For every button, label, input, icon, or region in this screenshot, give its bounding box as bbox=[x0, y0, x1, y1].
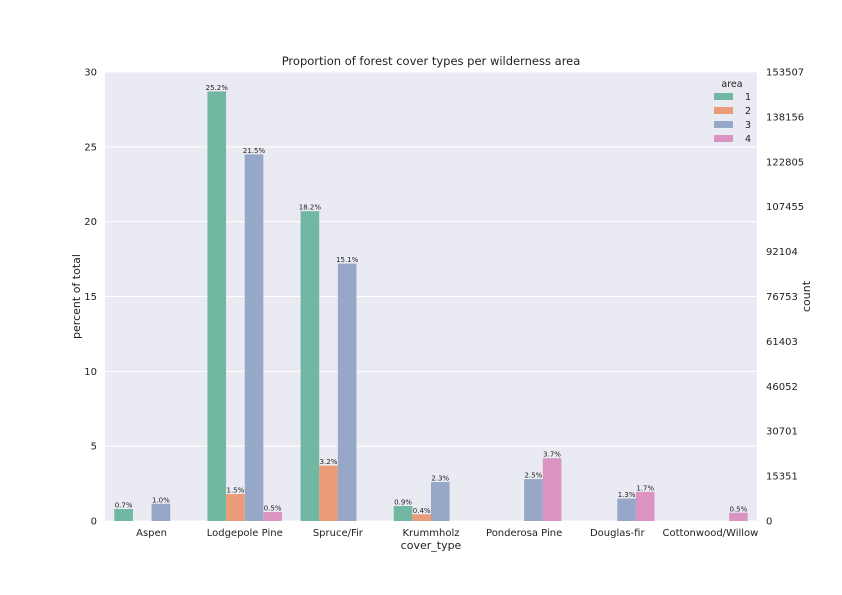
bar bbox=[542, 458, 562, 521]
y2-axis-title: count bbox=[800, 280, 813, 312]
x-tick-labels: Aspen Lodgepole Pine Spruce/Fir Krummholz Po… bbox=[136, 528, 758, 539]
bars bbox=[114, 91, 748, 522]
bar-value-label: 1.7% bbox=[636, 484, 654, 492]
y2-tick-label: 138156 bbox=[766, 112, 804, 123]
bar-value-label: 0.5% bbox=[729, 505, 747, 513]
x-tick-label: Ponderosa Pine bbox=[486, 528, 562, 539]
y2-tick-label: 46052 bbox=[766, 382, 798, 393]
bar-value-label: 1.3% bbox=[618, 491, 636, 499]
bar bbox=[300, 211, 320, 521]
legend: area 1 2 3 4 bbox=[714, 79, 751, 145]
legend-entry: 2 bbox=[745, 106, 751, 117]
bar bbox=[337, 263, 357, 521]
y-tick-label: 5 bbox=[91, 442, 97, 453]
bar-value-label: 18.2% bbox=[299, 204, 322, 212]
legend-swatch bbox=[714, 93, 733, 100]
y2-tick-label: 0 bbox=[766, 517, 772, 528]
bar-value-label: 0.5% bbox=[264, 505, 282, 513]
bar-value-label: 2.5% bbox=[525, 472, 543, 480]
bar-value-label: 0.9% bbox=[394, 499, 412, 507]
legend-entry: 1 bbox=[745, 92, 751, 103]
x-tick-label: Krummholz bbox=[403, 528, 460, 539]
y-axis-title: percent of total bbox=[70, 254, 83, 339]
y2-tick-label: 122805 bbox=[766, 157, 804, 168]
y-tick-label: 30 bbox=[84, 68, 97, 79]
bar-value-label: 3.7% bbox=[543, 451, 561, 459]
bar bbox=[263, 512, 282, 521]
bar bbox=[207, 91, 227, 521]
bar-value-label: 2.3% bbox=[431, 475, 449, 483]
y2-tick-labels: 0 15351 30701 46052 61403 76753 92104 107455 122… bbox=[766, 68, 804, 528]
legend-entry: 3 bbox=[745, 120, 751, 131]
bar bbox=[729, 512, 748, 521]
y-tick-label: 0 bbox=[91, 517, 97, 528]
y2-tick-label: 61403 bbox=[766, 337, 798, 348]
bar-value-label: 3.2% bbox=[320, 458, 338, 466]
chart-title: Proportion of forest cover types per wil… bbox=[282, 54, 581, 68]
bar-value-label: 0.7% bbox=[115, 502, 133, 510]
x-axis-title: cover_type bbox=[401, 539, 462, 552]
bar bbox=[114, 509, 133, 521]
y2-tick-label: 30701 bbox=[766, 427, 798, 438]
y-tick-label: 15 bbox=[84, 292, 97, 303]
bar-labels: 0.7% 1.0% 25.2% 1.5% 21.5% 0.5% 18.2% 3.2% 15.1%… bbox=[115, 84, 748, 515]
bar bbox=[524, 479, 543, 521]
legend-swatch bbox=[714, 135, 733, 142]
x-tick-label: Aspen bbox=[136, 528, 167, 539]
bar bbox=[635, 491, 655, 521]
legend-swatch bbox=[714, 107, 733, 114]
bar-value-label: 21.5% bbox=[243, 147, 266, 155]
bar-value-label: 25.2% bbox=[206, 84, 229, 92]
y2-tick-label: 76753 bbox=[766, 292, 798, 303]
y2-tick-label: 153507 bbox=[766, 68, 804, 79]
bar bbox=[226, 494, 245, 521]
x-tick-label: Lodgepole Pine bbox=[207, 528, 283, 539]
y2-tick-label: 107455 bbox=[766, 202, 804, 213]
bar-value-label: 1.0% bbox=[152, 496, 170, 504]
bar bbox=[319, 465, 338, 521]
bar-value-label: 1.5% bbox=[227, 487, 245, 495]
bar bbox=[244, 154, 264, 522]
x-tick-label: Douglas-fir bbox=[590, 528, 646, 539]
x-tick-label: Spruce/Fir bbox=[313, 528, 364, 539]
y-tick-label: 25 bbox=[84, 142, 97, 153]
y-tick-label: 10 bbox=[84, 367, 97, 378]
x-tick-label: Cottonwood/Willow bbox=[663, 528, 759, 539]
bar bbox=[393, 506, 413, 521]
y2-tick-label: 92104 bbox=[766, 247, 798, 258]
bar bbox=[412, 514, 431, 521]
y-tick-label: 20 bbox=[84, 217, 97, 228]
bar bbox=[617, 498, 636, 521]
bar bbox=[431, 482, 450, 521]
legend-swatch bbox=[714, 121, 733, 128]
bar bbox=[151, 503, 171, 521]
bar-value-label: 15.1% bbox=[336, 256, 359, 264]
legend-entry: 4 bbox=[745, 134, 751, 145]
legend-title: area bbox=[721, 79, 742, 90]
y-tick-labels: 0 5 10 15 20 25 30 bbox=[84, 68, 97, 528]
bar-value-label: 0.4% bbox=[413, 507, 431, 515]
y2-tick-label: 15351 bbox=[766, 472, 798, 483]
